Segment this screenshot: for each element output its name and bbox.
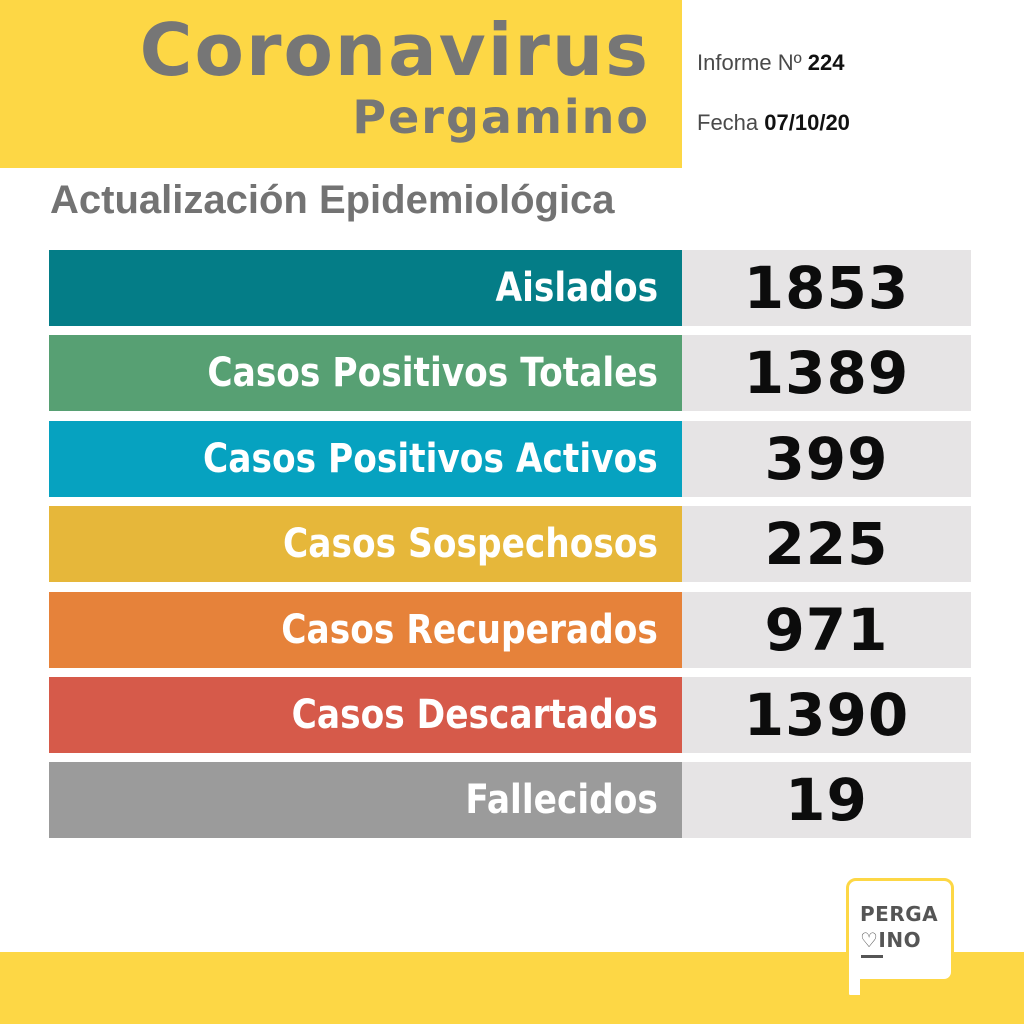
report-number-label: Informe Nº <box>697 50 802 75</box>
stat-label-cell: Casos Positivos Totales <box>49 335 682 412</box>
report-date-value: 07/10/20 <box>764 110 850 135</box>
stat-label: Fallecidos <box>465 777 658 824</box>
stat-label: Casos Positivos Activos <box>203 435 658 482</box>
stat-row-aislados: Aislados 1853 <box>49 250 971 326</box>
logo-speech-tail <box>846 972 860 998</box>
report-number: Informe Nº 224 <box>697 50 844 76</box>
stat-label-cell: Fallecidos <box>49 762 682 839</box>
stat-label-cell: Aislados <box>49 250 682 326</box>
header-band <box>0 0 682 168</box>
stat-value: 399 <box>682 420 971 497</box>
page-subtitle: Pergamino <box>352 90 650 144</box>
stat-value: 971 <box>682 591 971 668</box>
stat-value: 1389 <box>682 335 971 412</box>
stat-value: 1853 <box>682 250 971 326</box>
stat-value: 19 <box>682 762 971 839</box>
report-number-value: 224 <box>807 50 845 75</box>
pergamino-logo <box>846 878 954 982</box>
stat-label: Aislados <box>495 265 658 311</box>
stat-label-cell: Casos Descartados <box>49 676 682 753</box>
stat-row-casos-descartados: Casos Descartados 1390 <box>49 676 971 753</box>
stat-row-casos-positivos-totales: Casos Positivos Totales 1389 <box>49 335 971 412</box>
logo-text-line1: PERGA <box>860 902 939 926</box>
stat-row-casos-recuperados: Casos Recuperados 971 <box>49 591 971 668</box>
page-title: Coronavirus <box>139 8 650 92</box>
stat-label: Casos Positivos Totales <box>207 350 658 397</box>
stat-label: Casos Recuperados <box>281 606 658 653</box>
stat-value: 225 <box>682 506 971 583</box>
report-date-label: Fecha <box>697 110 759 135</box>
logo-underline <box>861 955 883 958</box>
stat-label: Casos Descartados <box>291 691 658 738</box>
report-date: Fecha 07/10/20 <box>697 110 850 136</box>
stat-row-casos-sospechosos: Casos Sospechosos 225 <box>49 506 971 583</box>
stat-label: Casos Sospechosos <box>283 521 658 568</box>
stat-label-cell: Casos Sospechosos <box>49 506 682 583</box>
stat-value: 1390 <box>682 676 971 753</box>
stat-row-fallecidos: Fallecidos 19 <box>49 762 971 839</box>
logo-text-line2: ♡INO <box>860 928 922 952</box>
stats-table: Aislados 1853 Casos Positivos Totales 13… <box>49 250 971 848</box>
stat-label-cell: Casos Recuperados <box>49 591 682 668</box>
stat-row-casos-positivos-activos: Casos Positivos Activos 399 <box>49 420 971 497</box>
stat-label-cell: Casos Positivos Activos <box>49 420 682 497</box>
section-heading: Actualización Epidemiológica <box>50 178 615 222</box>
